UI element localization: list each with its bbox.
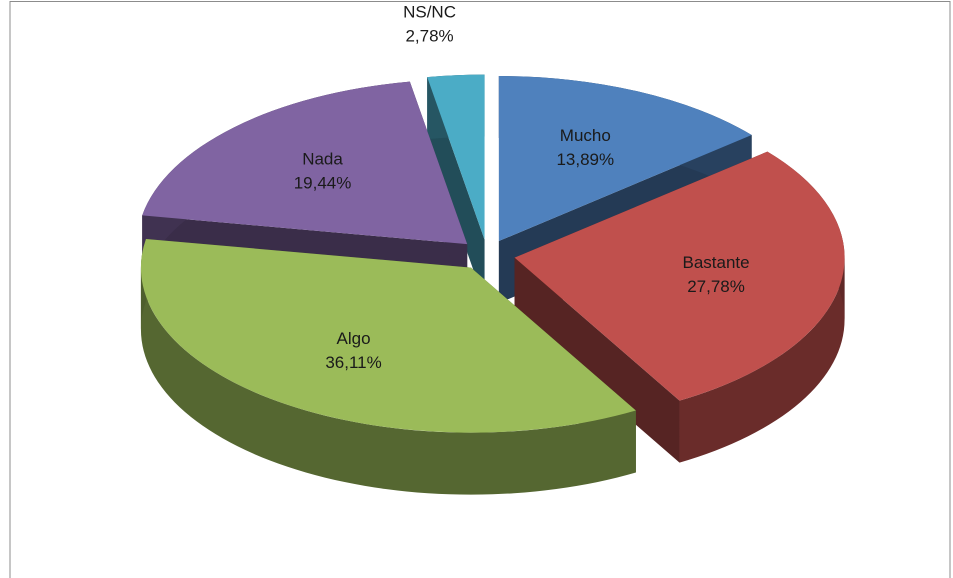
slice-value-label: 36,11%	[325, 353, 381, 372]
slice	[142, 81, 468, 245]
slice-wall	[140, 267, 636, 495]
slice-label: Nada	[302, 149, 343, 168]
slice-value-label: 19,44%	[294, 173, 352, 192]
labels: Mucho 13,89% Bastante 27,78% Algo 36,11% Nada 1…	[294, 2, 750, 371]
slice	[427, 74, 485, 240]
slice	[514, 151, 845, 401]
slice-wall	[679, 257, 845, 463]
slice-value-label: 27,78%	[687, 277, 745, 296]
slice-label: NS/NC	[403, 2, 456, 21]
slice-value-label: 13,89%	[556, 150, 614, 169]
slice-value-label: 2,78%	[405, 26, 453, 45]
slice-label: Bastante	[683, 253, 750, 272]
slice-label: Algo	[337, 329, 371, 348]
slice-side	[514, 257, 680, 463]
slice	[498, 76, 752, 242]
slice	[140, 238, 636, 433]
tops	[140, 74, 845, 433]
slice-label: Mucho	[560, 126, 611, 145]
